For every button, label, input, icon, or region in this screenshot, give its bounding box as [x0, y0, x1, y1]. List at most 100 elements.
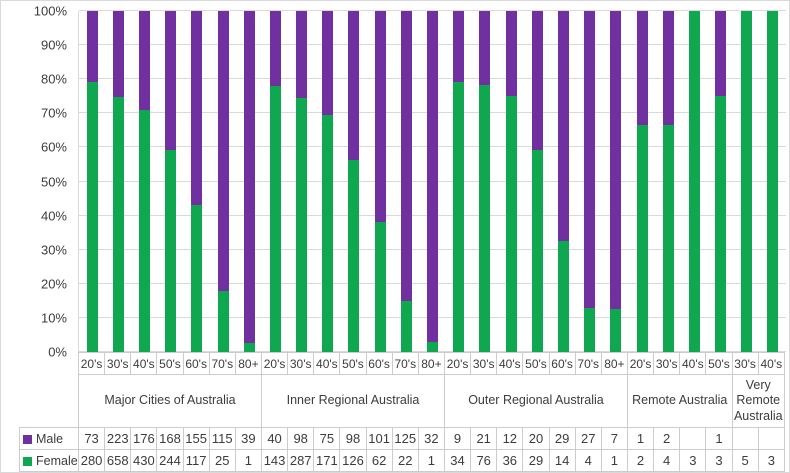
- female-count-cell: 22: [391, 449, 419, 472]
- bar-segment-male: [479, 11, 491, 85]
- bar-slot: [341, 11, 367, 352]
- bar-segment-male: [427, 11, 439, 342]
- bar-segment-female: [217, 291, 229, 352]
- stacked-bar: [400, 11, 412, 352]
- age-cell: 30's: [470, 352, 498, 375]
- bar-segment-male: [610, 11, 622, 310]
- bar-slot: [289, 11, 315, 352]
- bar-slot: [131, 11, 157, 352]
- age-cell: 60's: [182, 352, 210, 375]
- legend-cell-male: Male: [19, 427, 79, 450]
- female-count-cell: 3: [679, 449, 707, 472]
- female-count-cell: 76: [470, 449, 498, 472]
- table-corner: [20, 375, 79, 428]
- stacked-bar: [112, 11, 124, 352]
- bar-segment-female: [296, 97, 308, 352]
- age-label-row: 20's 30's 40's 50's 60's 70's 80+ 20's 30's 40's 5…: [20, 352, 786, 375]
- bar-segment-female: [505, 96, 517, 352]
- female-count-cell: 1: [600, 449, 628, 472]
- female-count-cell: 287: [287, 449, 315, 472]
- male-count-cell: [679, 427, 707, 450]
- female-count-cell: 3: [757, 449, 786, 472]
- female-count-cell: 117: [182, 449, 210, 472]
- male-count-cell: 40: [260, 427, 289, 450]
- bar-segment-female: [662, 124, 674, 352]
- stacked-bar: [322, 11, 334, 352]
- plot-area: [78, 10, 786, 352]
- female-count-cell: 244: [156, 449, 184, 472]
- stacked-bar: [217, 11, 229, 352]
- bar-segment-male: [112, 11, 124, 98]
- female-count-cell: 143: [260, 449, 289, 472]
- region-cell: Remote Australia: [626, 374, 733, 428]
- bar-segment-female: [112, 97, 124, 352]
- age-cell: 40's: [496, 352, 524, 375]
- bar-segment-male: [662, 11, 674, 125]
- bar-slot: [577, 11, 603, 352]
- bar-segment-male: [296, 11, 308, 98]
- age-cell: 40's: [130, 352, 158, 375]
- bar-segment-female: [86, 81, 98, 352]
- bar-segment-male: [322, 11, 334, 115]
- bar-segment-female: [688, 11, 700, 352]
- female-count-cell: 280: [77, 449, 106, 472]
- male-count-cell: 39: [234, 427, 262, 450]
- bar-slot: [210, 11, 236, 352]
- bar-slot: [446, 11, 472, 352]
- age-cell: 40's: [313, 352, 341, 375]
- bars: [79, 11, 786, 352]
- female-count-cell: 62: [365, 449, 393, 472]
- male-count-cell: 7: [600, 427, 628, 450]
- bar-segment-male: [374, 11, 386, 223]
- female-count-cell: 36: [496, 449, 524, 472]
- stacked-bar: [296, 11, 308, 352]
- male-count-cell: 12: [496, 427, 524, 450]
- female-count-cell: 25: [208, 449, 236, 472]
- female-count-cell: 658: [104, 449, 132, 472]
- age-cell: 50's: [156, 352, 184, 375]
- bar-slot: [367, 11, 393, 352]
- bar-slot: [498, 11, 524, 352]
- age-cell: 40's: [679, 352, 707, 375]
- bar-segment-female: [531, 150, 543, 352]
- stacked-bar: [427, 11, 439, 352]
- age-cell: 20's: [77, 352, 106, 375]
- stacked-bar: [269, 11, 281, 352]
- age-cell: 30's: [104, 352, 132, 375]
- y-axis-tick-label: 50%: [40, 174, 67, 189]
- stacked-bar: [741, 11, 753, 352]
- y-axis-tick-label: 0%: [48, 344, 67, 360]
- bar-segment-female: [400, 300, 412, 352]
- bar-segment-male: [505, 11, 517, 97]
- age-cell: 70's: [391, 352, 419, 375]
- male-count-cell: 168: [156, 427, 184, 450]
- bar-slot: [655, 11, 681, 352]
- bar-segment-male: [191, 11, 203, 206]
- bar-slot: [603, 11, 629, 352]
- bar-segment-female: [453, 82, 465, 352]
- stacked-bar: [610, 11, 622, 352]
- female-count-cell: 29: [522, 449, 550, 472]
- bar-segment-male: [86, 11, 98, 82]
- bar-segment-male: [348, 11, 360, 161]
- age-cell: 20's: [260, 352, 289, 375]
- bar-slot: [262, 11, 288, 352]
- age-cell: 70's: [574, 352, 602, 375]
- age-cell: 60's: [365, 352, 393, 375]
- age-cell: 50's: [339, 352, 367, 375]
- stacked-bar: [715, 11, 727, 352]
- bar-segment-female: [243, 343, 255, 352]
- male-count-cell: 32: [417, 427, 445, 450]
- age-cell: 50's: [522, 352, 550, 375]
- female-count-cell: 171: [313, 449, 341, 472]
- table-corner: [20, 353, 79, 375]
- bar-segment-female: [348, 160, 360, 352]
- y-axis-tick-label: 60%: [40, 139, 67, 155]
- bar-slot: [393, 11, 419, 352]
- bar-slot: [79, 11, 105, 352]
- bar-segment-male: [584, 11, 596, 308]
- stacked-bar: [348, 11, 360, 352]
- male-count-cell: 115: [208, 427, 236, 450]
- bar-segment-female: [584, 307, 596, 352]
- age-cell: 60's: [548, 352, 576, 375]
